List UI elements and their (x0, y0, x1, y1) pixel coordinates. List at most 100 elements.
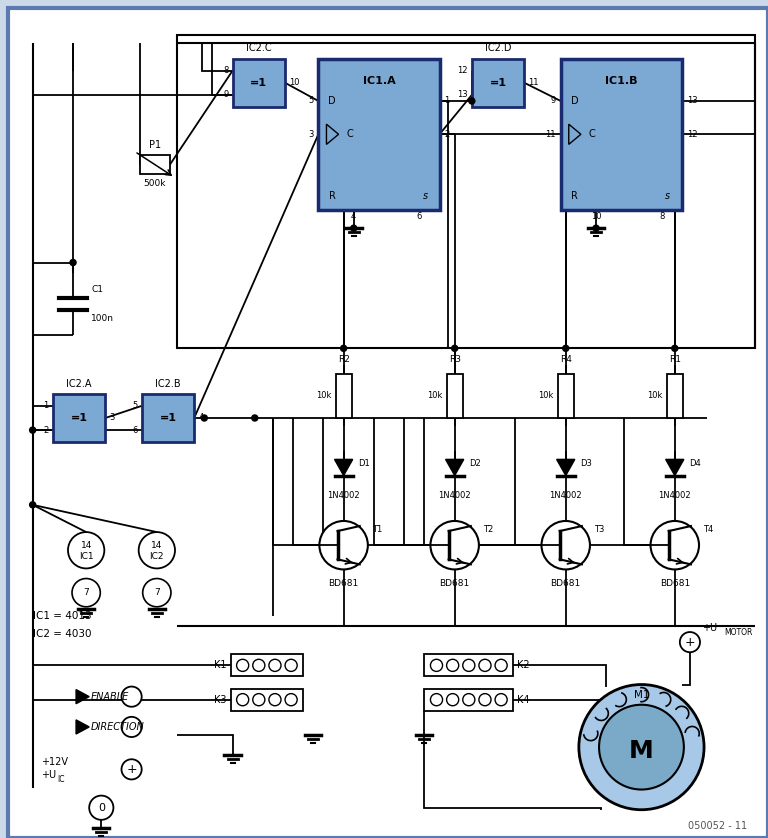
Text: 1N4002: 1N4002 (549, 491, 582, 500)
Text: K4: K4 (518, 695, 530, 705)
Circle shape (319, 521, 368, 570)
Circle shape (468, 98, 475, 104)
Bar (53, 394, 105, 442)
Text: 2: 2 (445, 130, 450, 139)
Bar (447, 374, 463, 418)
Text: ENABLE: ENABLE (91, 691, 130, 701)
Text: K2: K2 (518, 660, 530, 670)
Text: +: + (684, 636, 695, 649)
Text: 13: 13 (687, 96, 697, 106)
Polygon shape (76, 720, 89, 734)
Text: IC2.C: IC2.C (246, 44, 272, 54)
Circle shape (237, 694, 249, 706)
Text: 11: 11 (528, 78, 539, 87)
Text: IC2: IC2 (150, 551, 164, 561)
Polygon shape (335, 459, 353, 475)
Text: 11: 11 (545, 130, 555, 139)
Text: 10k: 10k (427, 391, 442, 401)
Text: IC: IC (57, 775, 65, 784)
Text: 10: 10 (591, 211, 601, 220)
Bar (425, 689, 513, 711)
Circle shape (269, 694, 281, 706)
Text: IC1.B: IC1.B (605, 75, 637, 85)
Circle shape (447, 694, 458, 706)
Text: D4: D4 (689, 459, 700, 468)
Circle shape (599, 705, 684, 789)
Text: 8: 8 (659, 211, 664, 220)
Circle shape (72, 578, 101, 607)
Circle shape (201, 415, 207, 421)
Text: 6: 6 (132, 426, 137, 435)
Circle shape (252, 415, 258, 421)
Text: D: D (329, 96, 336, 106)
Polygon shape (326, 124, 339, 144)
Bar (558, 374, 574, 418)
Text: D1: D1 (358, 459, 369, 468)
Text: 14: 14 (81, 541, 92, 550)
Circle shape (89, 795, 114, 820)
Text: =1: =1 (71, 413, 88, 423)
Text: =1: =1 (489, 78, 507, 88)
Text: 14: 14 (151, 541, 163, 550)
Text: 10k: 10k (647, 391, 663, 401)
Text: P1: P1 (149, 141, 161, 150)
Text: IC2.B: IC2.B (155, 379, 180, 389)
Circle shape (269, 660, 281, 671)
Text: 1N4002: 1N4002 (327, 491, 360, 500)
Circle shape (237, 660, 249, 671)
Text: =1: =1 (160, 413, 177, 423)
Circle shape (253, 660, 265, 671)
Circle shape (463, 660, 475, 671)
Text: DIRECTION: DIRECTION (91, 722, 145, 732)
Text: T2: T2 (483, 525, 493, 534)
Text: 4: 4 (351, 211, 356, 220)
Text: C: C (346, 129, 353, 139)
Bar (177, 35, 754, 349)
Circle shape (672, 345, 678, 351)
Text: 500k: 500k (144, 179, 166, 189)
Text: C1: C1 (91, 285, 103, 294)
Circle shape (121, 716, 141, 737)
Text: 050052 - 11: 050052 - 11 (688, 821, 747, 831)
Circle shape (447, 660, 458, 671)
Text: MOTOR: MOTOR (724, 628, 753, 637)
Circle shape (351, 225, 357, 231)
Text: 10k: 10k (316, 391, 332, 401)
Text: 10: 10 (289, 78, 300, 87)
Text: +: + (126, 763, 137, 776)
Text: +12V: +12V (41, 758, 68, 768)
Text: R1: R1 (669, 355, 680, 364)
Text: R: R (571, 191, 578, 201)
Circle shape (680, 632, 700, 652)
Circle shape (650, 521, 699, 570)
Circle shape (495, 660, 507, 671)
Circle shape (430, 660, 442, 671)
Polygon shape (569, 124, 581, 144)
Circle shape (121, 759, 141, 779)
Polygon shape (445, 459, 464, 475)
Text: M1: M1 (634, 690, 649, 700)
Circle shape (541, 521, 590, 570)
Circle shape (479, 660, 491, 671)
Text: =1: =1 (250, 78, 267, 88)
Text: 9: 9 (223, 91, 229, 100)
Text: M: M (629, 739, 654, 763)
Text: 1: 1 (445, 96, 450, 106)
Text: IC1 = 4013: IC1 = 4013 (33, 611, 91, 621)
Text: T3: T3 (594, 525, 604, 534)
Circle shape (579, 685, 704, 810)
Text: 12: 12 (457, 66, 468, 75)
Bar (140, 156, 170, 173)
Text: BD681: BD681 (660, 579, 690, 588)
Circle shape (495, 694, 507, 706)
Text: 7: 7 (83, 588, 89, 597)
Text: 5: 5 (132, 401, 137, 411)
Text: 10k: 10k (538, 391, 554, 401)
Text: IC2 = 4030: IC2 = 4030 (33, 629, 91, 639)
Text: BD681: BD681 (329, 579, 359, 588)
Circle shape (139, 532, 175, 568)
Text: 100n: 100n (91, 313, 114, 323)
Text: D3: D3 (580, 459, 592, 468)
Text: +U: +U (41, 770, 56, 780)
Text: 2: 2 (44, 426, 49, 435)
